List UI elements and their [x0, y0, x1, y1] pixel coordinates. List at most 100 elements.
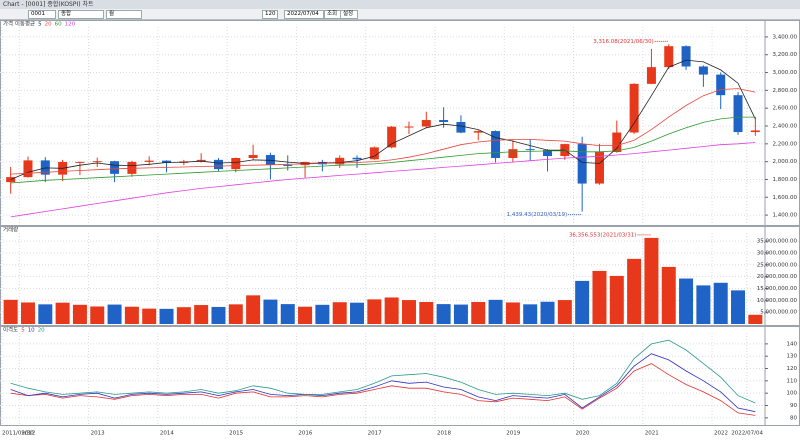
panel-title: 거래량 [3, 226, 18, 234]
name-field[interactable]: 종합 [58, 10, 104, 19]
candle-body [196, 159, 206, 162]
volume-bar [72, 304, 87, 324]
volume-bar [644, 237, 659, 324]
volume-bar [748, 314, 763, 324]
volume-bar [298, 306, 313, 324]
candle-body [439, 120, 449, 122]
legend-entry: 5 [21, 328, 25, 334]
candle-body [543, 150, 553, 157]
x-tick-label: 2022 [714, 431, 728, 437]
candle-body [698, 66, 708, 75]
y-tick-label: 25,000,000.00 [757, 262, 798, 268]
volume-bar [419, 301, 434, 324]
button[interactable]: 설정 [340, 10, 358, 19]
volume-bar [436, 304, 451, 324]
volume-bar [228, 304, 243, 324]
y-tick-label: 3,400.00 [773, 34, 798, 40]
candle-body [369, 147, 379, 160]
volume-bar [263, 299, 278, 324]
candle-body [421, 120, 431, 127]
y-tick-label: 3,000.00 [773, 70, 798, 76]
x-tick-label: 2015 [229, 431, 243, 437]
volume-bar [696, 285, 711, 324]
annotation: 36,356,553(2021/03/31) [569, 232, 636, 238]
candle-body [352, 157, 362, 160]
candle-body [75, 161, 85, 163]
series-line [10, 353, 756, 413]
candle-body [6, 177, 16, 183]
y-tick-label: 5,000,000.00 [760, 310, 797, 316]
candle-body [577, 144, 587, 184]
volume-bar [280, 304, 295, 324]
volume-bar [557, 300, 572, 324]
title-bar: Chart - [0001] 종합(KOSPI) 차트 [0, 0, 800, 9]
volume-bar [713, 282, 728, 324]
y-tick-label: 2,000.00 [773, 159, 798, 165]
volume-bar [523, 304, 538, 324]
candle-body [491, 131, 501, 158]
volume-bar [540, 301, 555, 324]
candle-body [404, 126, 414, 128]
period-field[interactable]: 월 [106, 10, 142, 19]
candle-body [387, 126, 397, 148]
volume-bar [3, 299, 18, 324]
code-field[interactable]: 0001 [28, 10, 56, 19]
candle-body [283, 164, 293, 166]
volume-bar [107, 304, 122, 324]
x-tick-label: 2011/09/30 [2, 431, 34, 437]
candle-body [664, 46, 674, 68]
volume-bar [575, 280, 590, 324]
candle-body [716, 74, 726, 96]
window-title: Chart - [0001] 종합(KOSPI) 차트 [3, 1, 94, 8]
x-tick-label: 2016 [298, 431, 312, 437]
count-field[interactable]: 120 [262, 10, 278, 19]
candle-body [629, 83, 639, 133]
annotation: 3,316.08(2021/06/30) [593, 39, 653, 45]
x-tick-label: 2022/07/04 [731, 431, 763, 437]
chart: 가격 이동평균 5 20 60 1201,400.001,600.001,800.002… [0, 20, 800, 437]
y-tick-label: 2,600.00 [773, 106, 798, 112]
x-tick-label: 2018 [437, 431, 451, 437]
volume-bar [142, 308, 157, 324]
y-tick-label: 10,000,000.00 [757, 298, 798, 304]
volume-bar [315, 304, 330, 324]
volume-bar [679, 278, 694, 324]
candle-body [144, 160, 154, 162]
volume-bar [384, 297, 399, 324]
series-line [10, 363, 756, 416]
x-tick-label: 2019 [506, 431, 520, 437]
candle-body [127, 161, 137, 174]
series-line [10, 339, 756, 404]
candle-body [213, 159, 223, 170]
legend-entry: 5 [38, 22, 42, 28]
candle-body [733, 95, 743, 133]
x-tick-label: 2017 [368, 431, 382, 437]
y-tick-label: 1,600.00 [773, 195, 798, 201]
y-tick-label: 120 [787, 366, 798, 372]
y-tick-label: 2,800.00 [773, 88, 798, 94]
volume-bar [90, 306, 105, 324]
series-line [10, 142, 756, 218]
x-tick-label: 2013 [91, 431, 105, 437]
volume-bar [661, 266, 676, 324]
y-tick-label: 20,000,000.00 [757, 274, 798, 280]
volume-bar [159, 308, 174, 324]
x-tick-label: 2021 [645, 431, 659, 437]
volume-bar [505, 302, 520, 324]
volume-bar [350, 302, 365, 324]
y-tick-label: 15,000,000.00 [757, 286, 798, 292]
date-field[interactable]: 2022/07/04 [284, 10, 324, 19]
toolbar: 0001 종합 월 120 2022/07/04 조회 설정 [0, 9, 800, 20]
volume-bar [401, 300, 416, 324]
panel-frame [0, 20, 800, 226]
y-tick-label: 1,800.00 [773, 177, 798, 183]
legend-entry: 120 [65, 22, 76, 28]
candle-body [612, 132, 622, 153]
y-tick-label: 130 [787, 354, 798, 360]
legend-entry: 20 [45, 22, 52, 28]
candle-body [110, 161, 120, 174]
volume-bar [211, 306, 226, 324]
x-tick-label: 2012 [21, 431, 35, 437]
annotation: 1,439.43(2020/03/19) [507, 212, 567, 218]
volume-bar [246, 295, 261, 324]
